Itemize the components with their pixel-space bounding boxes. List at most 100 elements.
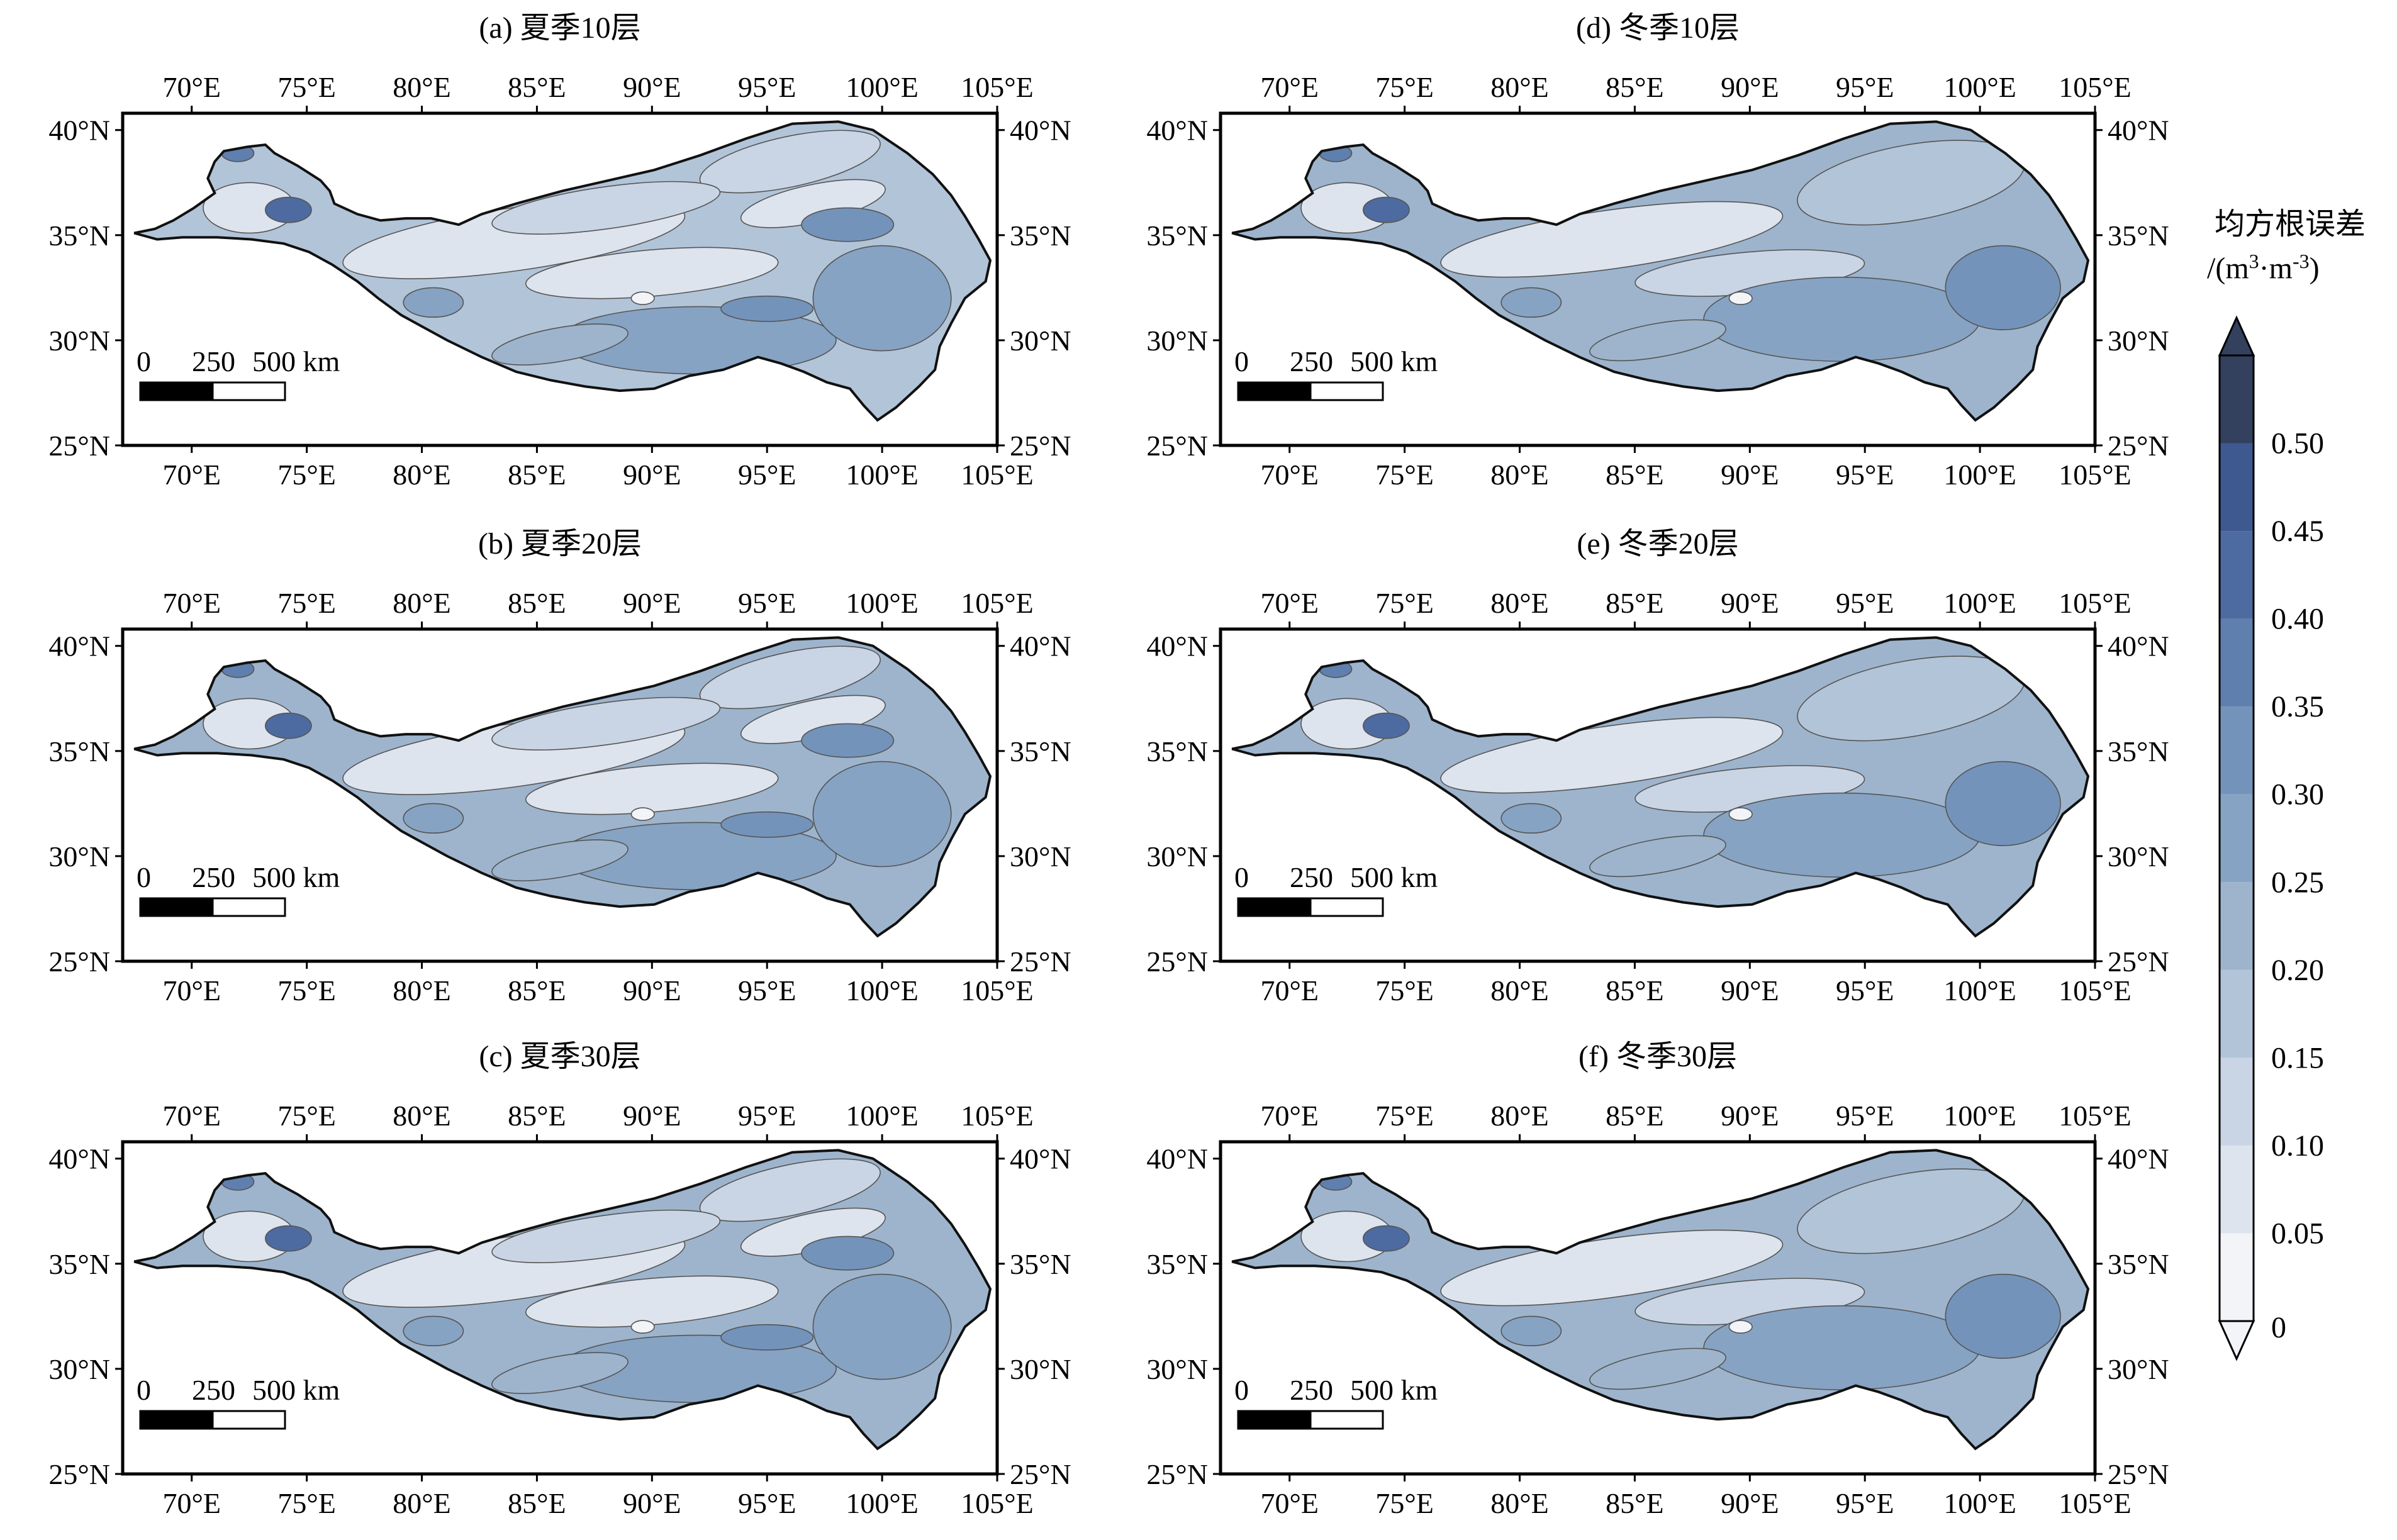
- lon-tick-label-bottom: 100°E: [1943, 459, 2016, 491]
- panel-title: (a) 夏季10层: [479, 11, 640, 45]
- lon-tick-label-bottom: 95°E: [1836, 1487, 1894, 1519]
- lat-tick-label-right: 30°N: [1010, 1353, 1071, 1385]
- lat-tick-label-left: 25°N: [48, 946, 110, 978]
- lon-tick-label-bottom: 90°E: [1721, 459, 1779, 491]
- lon-tick-label-top: 75°E: [1375, 587, 1434, 619]
- lon-tick-label-top: 100°E: [846, 587, 919, 619]
- lon-tick-label-bottom: 105°E: [2059, 974, 2132, 1007]
- contour-zone: [264, 712, 312, 739]
- scale-label-250: 250: [192, 345, 235, 377]
- lon-tick-label-bottom: 100°E: [846, 974, 919, 1007]
- lat-tick-label-left: 35°N: [48, 1248, 110, 1280]
- lat-tick-label-right: 30°N: [1010, 840, 1071, 873]
- scale-label-0: 0: [1234, 1374, 1249, 1406]
- lon-tick-label-bottom: 85°E: [508, 1487, 566, 1519]
- contour-zone: [1362, 196, 1410, 223]
- contour-zone: [801, 1236, 895, 1271]
- lon-tick-label-bottom: 70°E: [162, 1487, 221, 1519]
- lat-tick-label-left: 25°N: [1146, 946, 1208, 978]
- lon-tick-label-bottom: 75°E: [277, 459, 336, 491]
- lat-tick-label-right: 35°N: [1010, 735, 1071, 767]
- lon-tick-label-top: 85°E: [1606, 587, 1664, 619]
- lon-tick-label-bottom: 85°E: [1606, 1487, 1664, 1519]
- lon-tick-label-bottom: 80°E: [1490, 459, 1549, 491]
- lon-tick-label-top: 100°E: [846, 71, 919, 103]
- lon-tick-label-bottom: 70°E: [162, 459, 221, 491]
- contour-zone: [630, 1320, 655, 1334]
- lon-tick-label-bottom: 90°E: [623, 974, 681, 1007]
- lat-tick-label-left: 30°N: [1146, 1353, 1208, 1385]
- lat-tick-label-left: 35°N: [1146, 1248, 1208, 1280]
- map-panel-b: (b) 夏季20层 70°E 70°E 75°E 75°E 80°E 80°E 85°E 85°…: [48, 527, 1071, 1007]
- contour-zone: [1589, 1348, 1726, 1390]
- lon-tick-label-bottom: 90°E: [623, 459, 681, 491]
- scale-label-500: 500 km: [252, 345, 340, 377]
- lat-tick-label-left: 35°N: [1146, 735, 1208, 767]
- lon-tick-label-bottom: 80°E: [1490, 1487, 1549, 1519]
- lon-tick-label-bottom: 85°E: [508, 459, 566, 491]
- scale-label-0: 0: [137, 345, 151, 377]
- lon-tick-label-top: 105°E: [961, 587, 1034, 619]
- map-panel-c: (c) 夏季30层 70°E 70°E 75°E 75°E 80°E 80°E 85°E 85°…: [48, 1040, 1071, 1519]
- colorbar-tick-label: 0.05: [2271, 1217, 2324, 1250]
- contour-zone: [720, 1324, 814, 1351]
- lon-tick-label-bottom: 100°E: [1943, 1487, 2016, 1519]
- lon-tick-label-bottom: 75°E: [1375, 459, 1434, 491]
- lon-tick-label-top: 90°E: [623, 71, 681, 103]
- lon-tick-label-bottom: 95°E: [1836, 459, 1894, 491]
- lat-tick-label-left: 30°N: [48, 325, 110, 357]
- lat-tick-label-right: 25°N: [2108, 946, 2169, 978]
- colorbar-segment: [2220, 1233, 2254, 1321]
- colorbar-segment: [2220, 706, 2254, 795]
- scale-label-250: 250: [1290, 345, 1333, 377]
- lon-tick-label-top: 90°E: [1721, 1100, 1779, 1132]
- lon-tick-label-bottom: 100°E: [846, 459, 919, 491]
- lat-tick-label-right: 35°N: [1010, 1248, 1071, 1280]
- lon-tick-label-top: 70°E: [1260, 71, 1319, 103]
- lon-tick-label-bottom: 105°E: [961, 459, 1034, 491]
- lon-tick-label-top: 90°E: [1721, 71, 1779, 103]
- contour-zone: [812, 761, 952, 868]
- colorbar-segment: [2220, 969, 2254, 1058]
- panel-title: (e) 冬季20层: [1577, 527, 1738, 561]
- lat-tick-label-left: 40°N: [1146, 1143, 1208, 1175]
- contour-zone: [403, 1315, 464, 1347]
- colorbar-tick-label: 0: [2271, 1311, 2286, 1344]
- lon-tick-label-bottom: 90°E: [1721, 1487, 1779, 1519]
- colorbar-segment: [2220, 882, 2254, 970]
- lon-tick-label-top: 100°E: [1943, 587, 2016, 619]
- contour-zone: [491, 839, 629, 881]
- lon-tick-label-top: 80°E: [1490, 587, 1549, 619]
- contour-zone: [1589, 835, 1726, 878]
- colorbar-extend-min: [2218, 1320, 2255, 1361]
- lat-tick-label-right: 40°N: [1010, 114, 1071, 147]
- panel-title: (c) 夏季30层: [479, 1040, 640, 1073]
- lon-tick-label-bottom: 70°E: [1260, 1487, 1319, 1519]
- lat-tick-label-left: 35°N: [1146, 220, 1208, 252]
- lon-tick-label-top: 75°E: [1375, 71, 1434, 103]
- lat-tick-label-left: 35°N: [48, 735, 110, 767]
- scale-bar: 0 250 500 km: [1234, 861, 1438, 917]
- lon-tick-label-top: 70°E: [1260, 1100, 1319, 1132]
- colorbar-segment: [2220, 443, 2254, 532]
- lon-tick-label-top: 105°E: [2059, 1100, 2132, 1132]
- colorbar-tick-label: 0.30: [2271, 778, 2324, 812]
- lon-tick-label-top: 70°E: [1260, 587, 1319, 619]
- scale-label-0: 0: [1234, 345, 1249, 377]
- scale-bar: 0 250 500 km: [137, 1374, 340, 1430]
- plateau-boundary: [133, 120, 992, 422]
- colorbar-tick-label: 0.20: [2271, 954, 2324, 987]
- lat-tick-label-left: 40°N: [48, 630, 110, 662]
- panel-title: (f) 冬季30层: [1578, 1040, 1737, 1073]
- scale-label-500: 500 km: [1350, 345, 1438, 377]
- lon-tick-label-top: 85°E: [508, 1100, 566, 1132]
- scale-label-250: 250: [192, 861, 235, 893]
- lon-tick-label-bottom: 80°E: [393, 1487, 451, 1519]
- scale-bar: 0 250 500 km: [137, 861, 340, 917]
- lon-tick-label-top: 90°E: [1721, 587, 1779, 619]
- lat-tick-label-right: 30°N: [2108, 840, 2169, 873]
- lon-tick-label-bottom: 90°E: [1721, 974, 1779, 1007]
- lon-tick-label-top: 105°E: [961, 1100, 1034, 1132]
- lon-tick-label-top: 70°E: [162, 71, 221, 103]
- lon-tick-label-bottom: 75°E: [1375, 1487, 1434, 1519]
